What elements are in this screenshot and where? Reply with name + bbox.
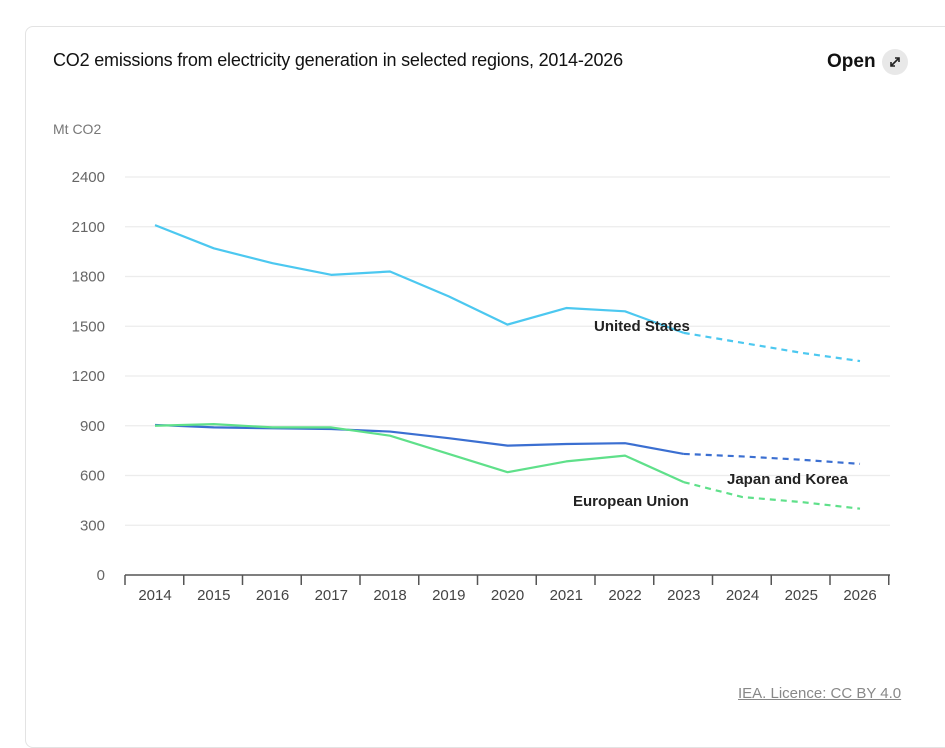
european-union-point-2021 [564, 459, 569, 464]
united-states-point-2020 [505, 322, 510, 327]
united-states-point-2021 [564, 306, 569, 311]
japan-and-korea-line-historical [154, 423, 684, 456]
japan-and-korea-point-2024 [740, 454, 745, 459]
european-union-point-2023 [681, 480, 686, 485]
chart-title: CO2 emissions from electricity generatio… [53, 50, 623, 70]
japan-and-korea-point-2022 [623, 441, 628, 446]
x-tick-label: 2021 [550, 587, 583, 604]
japan-and-korea-point-2025 [799, 457, 804, 462]
united-states-point-2026 [858, 359, 863, 364]
x-tick-label: 2023 [667, 587, 700, 604]
x-tick-label: 2014 [138, 587, 171, 604]
licence-link[interactable]: IEA. Licence: CC BY 4.0 [738, 685, 902, 702]
japan-and-korea-point-2020 [505, 443, 510, 448]
gridlines [125, 176, 890, 526]
european-union-point-2018 [388, 433, 393, 438]
european-union-point-2015 [211, 422, 216, 427]
y-tick-label: 1500 [72, 318, 105, 335]
y-tick-label: 1800 [72, 269, 105, 286]
european-union-point-2014 [153, 423, 158, 428]
united-states-line-forecast [683, 331, 861, 363]
european-union-point-2017 [329, 425, 334, 430]
x-tick-label: 2019 [432, 587, 465, 604]
european-union-point-2022 [623, 453, 628, 458]
european-union-label: European Union [573, 493, 689, 510]
y-axis-ticks: 0 300 600 900 1200 1500 1800 2100 2400 [72, 169, 105, 584]
japan-and-korea-point-2021 [564, 441, 569, 446]
x-tick-label: 2016 [256, 587, 289, 604]
united-states-point-2015 [211, 246, 216, 251]
united-states-point-2014 [153, 223, 158, 228]
y-tick-label: 0 [97, 567, 105, 584]
x-tick-label: 2015 [197, 587, 230, 604]
japan-and-korea-point-2026 [858, 461, 863, 466]
x-tick-label: 2018 [373, 587, 406, 604]
y-axis-unit: Mt CO2 [53, 121, 102, 137]
open-label: Open [827, 51, 876, 72]
x-tick-label: 2025 [785, 587, 818, 604]
united-states-point-2025 [799, 350, 804, 355]
united-states-point-2018 [388, 269, 393, 274]
y-tick-label: 2100 [72, 219, 105, 236]
chart-card [25, 26, 945, 748]
european-union-line-forecast [683, 481, 861, 510]
series-lines [153, 223, 863, 511]
series-labels: United States Japan and Korea European Uni… [573, 318, 849, 510]
european-union-line-historical [154, 422, 685, 484]
x-tick-label: 2024 [726, 587, 759, 604]
y-tick-label: 1200 [72, 368, 105, 385]
y-tick-label: 300 [80, 517, 105, 534]
united-states-point-2024 [740, 340, 745, 345]
european-union-point-2026 [858, 506, 863, 511]
japan-and-korea-label: Japan and Korea [727, 471, 849, 488]
european-union-point-2019 [446, 451, 451, 456]
united-states-point-2016 [270, 261, 275, 266]
european-union-point-2025 [799, 500, 804, 505]
x-tick-label: 2020 [491, 587, 524, 604]
x-tick-label: 2022 [608, 587, 641, 604]
european-union-point-2024 [740, 495, 745, 500]
y-tick-label: 900 [80, 418, 105, 435]
united-states-line-historical [154, 224, 685, 334]
united-states-label: United States [594, 318, 690, 335]
european-union-point-2020 [505, 470, 510, 475]
y-tick-label: 2400 [72, 169, 105, 186]
japan-and-korea-line-forecast [683, 452, 861, 465]
united-states-point-2017 [329, 272, 334, 277]
x-tick-label: 2017 [315, 587, 348, 604]
united-states-point-2022 [623, 309, 628, 314]
united-states-point-2019 [446, 294, 451, 299]
x-tick-label: 2026 [843, 587, 876, 604]
japan-and-korea-point-2019 [446, 436, 451, 441]
expand-arrows-icon[interactable] [881, 49, 908, 75]
x-axis: 2014 2015 2016 2017 2018 2019 2020 2021 2022 2023… [124, 574, 890, 604]
y-tick-label: 600 [80, 468, 105, 485]
european-union-point-2016 [270, 425, 275, 430]
open-button[interactable]: Open [827, 49, 908, 75]
japan-and-korea-point-2023 [681, 451, 686, 456]
